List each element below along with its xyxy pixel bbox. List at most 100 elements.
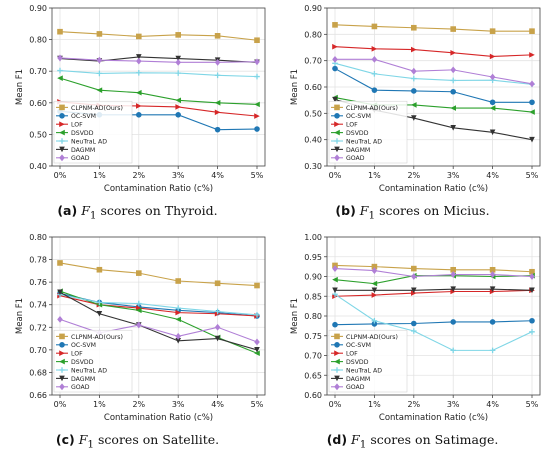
data-point-oc-svm [332, 65, 338, 72]
series-line-clpnm-ad-ours [334, 264, 533, 273]
data-point-lof [175, 104, 181, 110]
y-axis-label: Mean F1 [290, 298, 300, 334]
data-point-neutral-ad [450, 347, 456, 354]
series-line-goad [334, 268, 533, 278]
legend-label: CLPNM-AD(Ours) [71, 334, 123, 341]
plot-frame [51, 236, 266, 396]
legend-label: DAGMM [71, 147, 95, 154]
data-point-oc-svm [450, 88, 456, 95]
data-point-goad [57, 54, 63, 62]
legend-item-oc-svm: OC-SVM [331, 113, 371, 120]
data-point-goad [489, 271, 496, 278]
data-point-dagmm [489, 286, 496, 292]
y-tick-label: 0.85 [304, 292, 322, 301]
series-line-dagmm [59, 56, 258, 63]
series-oc-svm [332, 65, 535, 106]
y-tick-label: 0.72 [29, 323, 47, 332]
data-point-dagmm [175, 55, 181, 62]
legend-item-dsvdd: DSVDD [331, 129, 369, 137]
x-axis-ticks: 0% 1% 2% 3% 4% 5% [329, 395, 539, 409]
data-point-clpnm-ad-ours [371, 23, 378, 30]
data-point-dagmm [450, 125, 456, 131]
legend-swatch-marker [59, 104, 65, 111]
data-point-goad [214, 58, 221, 66]
data-point-dsvdd [529, 109, 535, 115]
legend-label: GOAD [346, 384, 365, 391]
data-point-clpnm-ad-ours [489, 28, 496, 34]
y-tick-label: 0.90 [304, 4, 322, 13]
y-tick-label: 0.50 [29, 130, 47, 139]
legend-label: DSVDD [71, 130, 94, 137]
plot-frame [51, 7, 266, 167]
legend-swatch-marker [334, 146, 340, 153]
data-point-clpnm-ad-ours [214, 280, 221, 287]
legend-item-goad: GOAD [56, 154, 90, 162]
data-point-goad [136, 57, 142, 65]
x-axis-label: Contamination Ratio (c%) [104, 184, 213, 194]
data-point-goad [175, 58, 181, 66]
data-point-dsvdd [411, 102, 417, 108]
y-tick-label: 0.70 [29, 67, 47, 76]
data-point-dagmm [450, 286, 456, 292]
x-tick-label: 4% [211, 171, 224, 180]
legend-item-neutral-ad: NeuTraL AD [56, 367, 107, 374]
data-point-dagmm [411, 115, 417, 121]
legend-swatch-marker [334, 104, 340, 111]
legend-swatch-marker [334, 154, 340, 162]
data-point-lof [175, 309, 181, 316]
data-point-oc-svm [489, 319, 496, 325]
data-point-clpnm-ad-ours [136, 33, 142, 40]
series-line-oc-svm [334, 320, 533, 326]
data-point-lof [136, 103, 142, 109]
legend-label: LOF [71, 122, 83, 129]
y-tick-label: 0.70 [304, 57, 322, 66]
legend-swatch-marker [59, 121, 65, 127]
x-tick-label: 4% [211, 400, 224, 409]
legend-item-clpnm-ad-ours: CLPNM-AD(Ours) [56, 104, 123, 112]
data-point-lof [371, 292, 378, 298]
legend-swatch-marker [59, 129, 65, 136]
legend-item-neutral-ad: NeuTraL AD [56, 138, 107, 145]
data-point-lof [529, 52, 535, 58]
legend-item-oc-svm: OC-SVM [56, 342, 96, 349]
series-line-goad [335, 58, 533, 85]
data-point-dagmm [57, 289, 63, 296]
legend-label: DSVDD [346, 130, 369, 137]
series-dagmm [332, 286, 535, 294]
data-point-clpnm-ad-ours [96, 266, 103, 273]
data-point-neutral-ad [136, 69, 142, 76]
x-tick-label: 3% [172, 171, 185, 180]
data-point-oc-svm [411, 320, 417, 327]
legend-label: GOAD [71, 384, 90, 391]
x-tick-label: 5% [251, 400, 264, 409]
legend-label: LOF [346, 351, 358, 358]
data-point-dsvdd [254, 101, 260, 108]
series-line-dsvdd [59, 77, 258, 105]
data-point-neutral-ad [57, 67, 63, 74]
legend-item-goad: GOAD [331, 154, 365, 162]
data-point-clpnm-ad-ours [175, 32, 181, 38]
x-axis-ticks: 0% 1% 2% 3% 4% 5% [54, 395, 264, 409]
series-clpnm-ad-ours [332, 22, 535, 34]
data-point-dagmm [489, 129, 496, 136]
data-point-dsvdd [136, 307, 142, 314]
legend-swatch-marker [59, 383, 65, 391]
data-point-lof [450, 49, 456, 56]
legend-item-goad: GOAD [331, 383, 365, 391]
legend-swatch-marker [334, 358, 340, 365]
legend-swatch-marker [334, 138, 340, 144]
x-tick-label: 1% [368, 171, 381, 180]
y-tick-label: 0.40 [304, 136, 322, 145]
data-point-oc-svm [489, 99, 496, 106]
legend-item-dagmm: DAGMM [56, 375, 95, 383]
data-point-neutral-ad [371, 317, 378, 324]
x-tick-label: 2% [132, 400, 145, 409]
y-tick-label: 0.75 [304, 332, 322, 341]
data-point-goad [411, 273, 417, 280]
legend-swatch-marker [334, 121, 340, 127]
x-tick-label: 0% [54, 171, 67, 180]
x-tick-label: 2% [407, 171, 420, 180]
x-tick-label: 1% [93, 171, 106, 180]
